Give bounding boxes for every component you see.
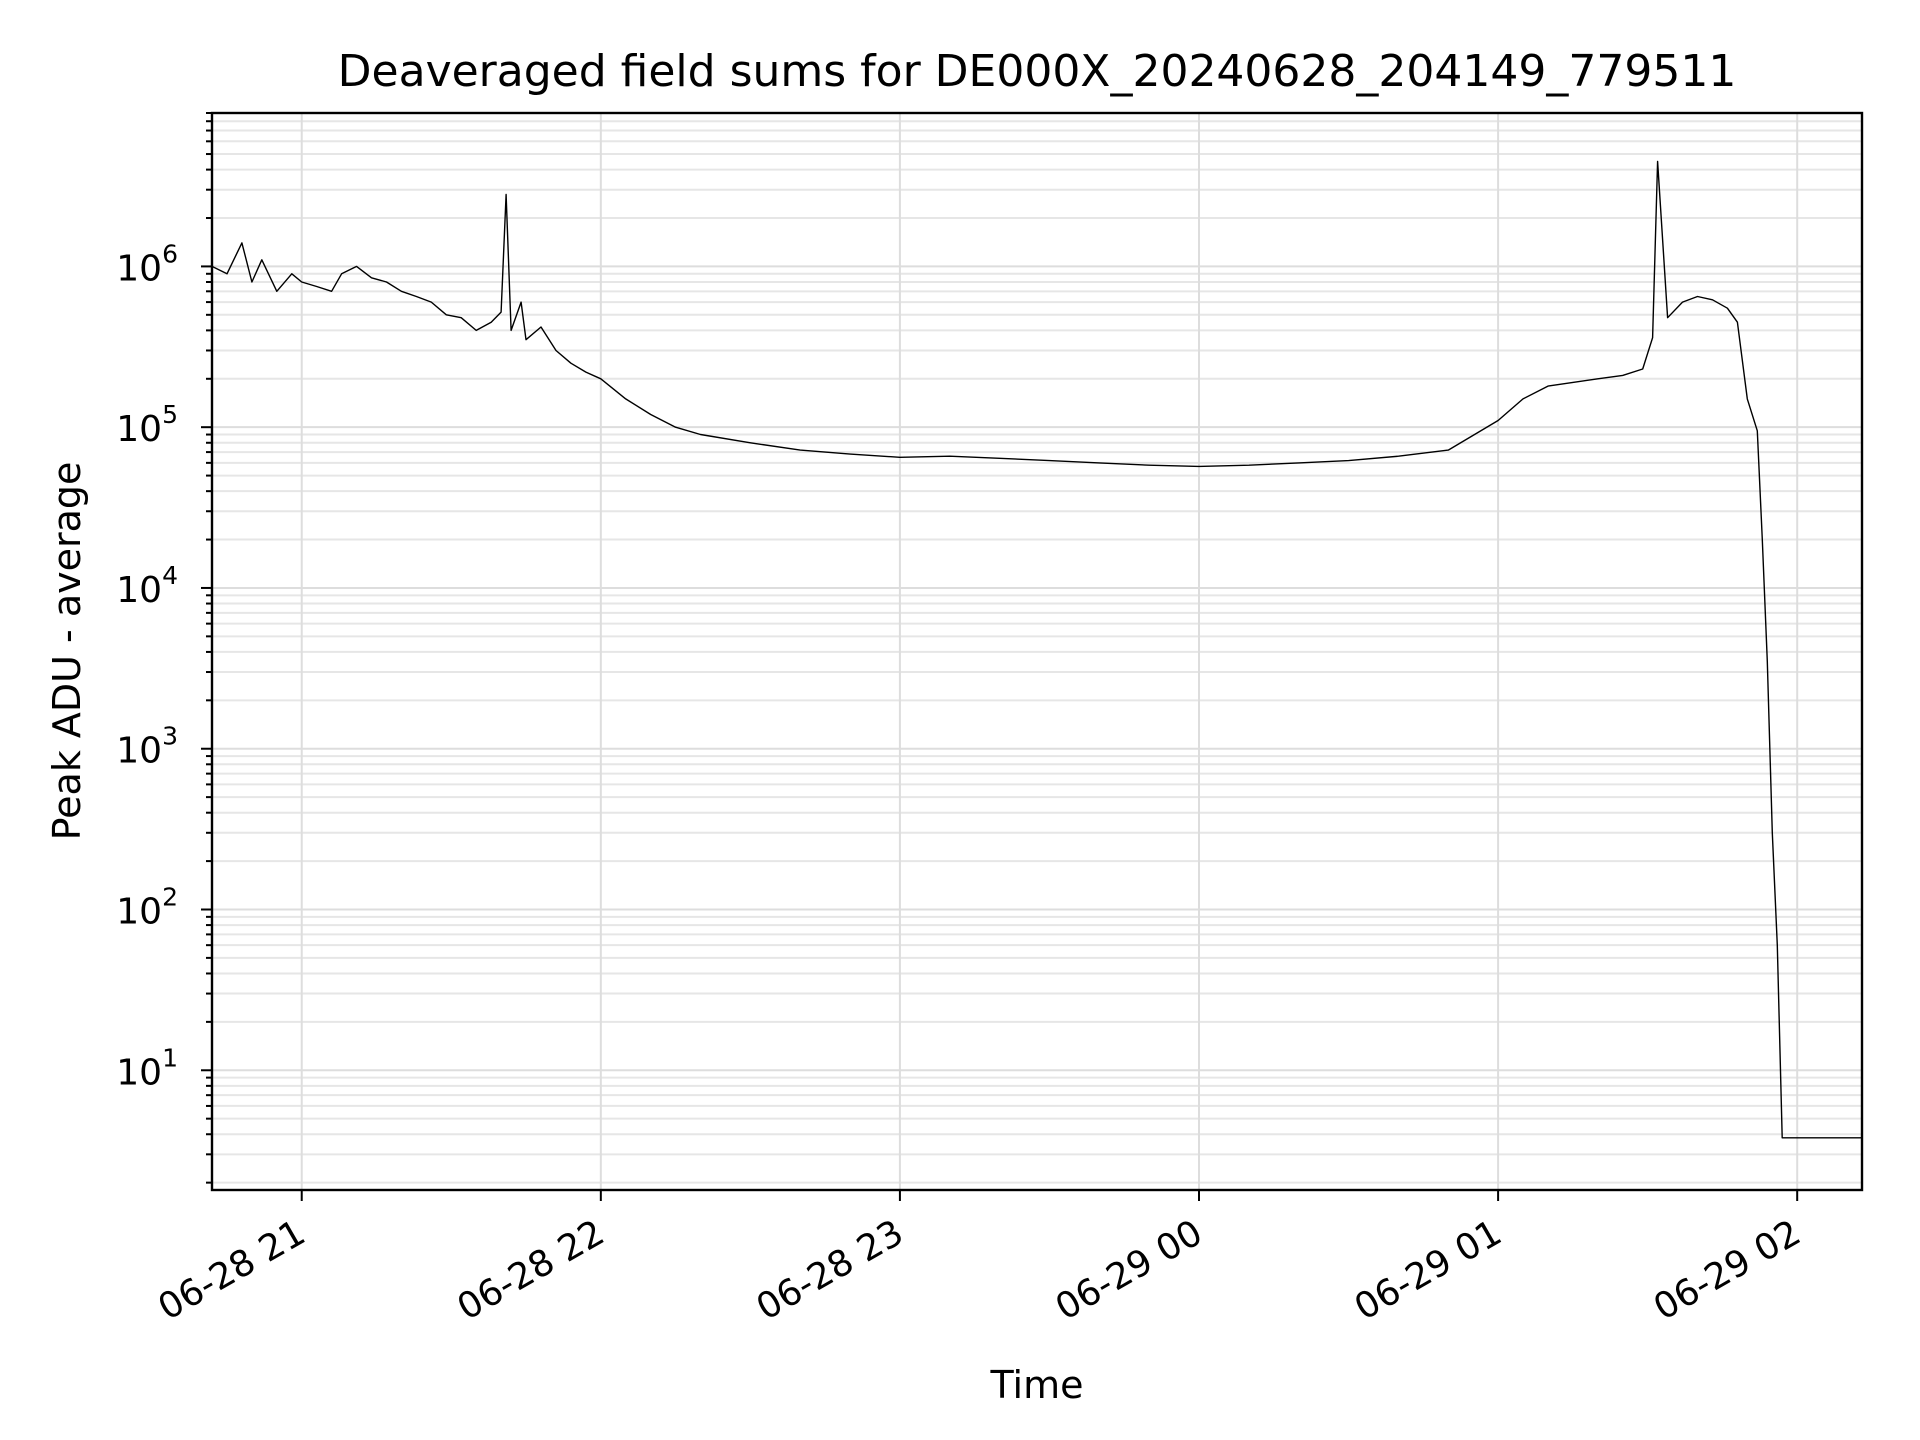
series-layer [211,160,1862,1139]
y-tick-label: 101 [116,1043,178,1093]
y-tick-label: 102 [116,882,178,932]
y-tick-label-exponent: 1 [162,1043,178,1072]
y-tick-label-base: 10 [116,891,162,932]
x-axis-label: Time [990,1363,1084,1407]
y-tick-label-exponent: 2 [162,882,178,911]
y-tick-label: 106 [116,239,178,289]
y-tick-label: 103 [116,722,178,772]
y-tick-label-base: 10 [116,409,162,450]
y-tick-label: 104 [116,561,178,611]
chart-title: Deaveraged field sums for DE000X_2024062… [338,46,1737,97]
y-tick-label-base: 10 [116,570,162,611]
y-tick-label-exponent: 5 [162,400,178,429]
y-tick-label-base: 10 [116,1052,162,1093]
y-axis-label: Peak ADU - average [45,462,89,841]
y-tick-label-exponent: 4 [162,561,178,590]
y-tick-label: 105 [116,400,178,450]
y-tick-label-exponent: 6 [162,239,178,268]
ticks-layer [201,112,1799,1201]
grid-layer [212,112,1862,1190]
series-line [211,160,1862,1139]
y-tick-label-base: 10 [116,248,162,289]
y-tick-label-exponent: 3 [162,722,178,751]
y-tick-label-base: 10 [116,731,162,772]
